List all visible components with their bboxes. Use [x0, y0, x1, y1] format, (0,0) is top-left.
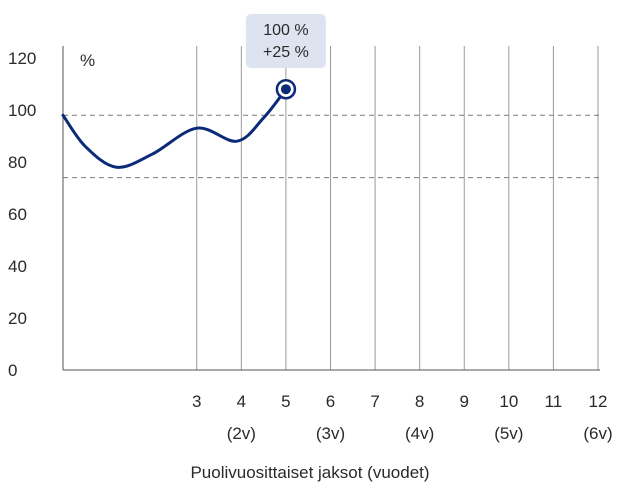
highlight-point-dot	[280, 84, 291, 95]
highlight-tooltip: 100 % +25 %	[245, 14, 326, 68]
vertical-gridlines	[196, 46, 599, 370]
x-tick-6: 6	[326, 392, 335, 411]
x-tick-sublabel-12: (6v)	[583, 424, 612, 443]
y-tick-labels: 0 20 40 60 80 100 120	[8, 49, 36, 380]
y-tick-0: 0	[8, 361, 17, 380]
reference-lines	[63, 114, 600, 179]
highlight-marker[interactable]	[275, 78, 297, 100]
x-tick-4: 4	[237, 392, 246, 411]
x-tick-sublabel-10: (5v)	[494, 424, 523, 443]
x-tick-7: 7	[370, 392, 379, 411]
x-tick-8: 8	[415, 392, 424, 411]
x-tick-sublabel-8: (4v)	[405, 424, 434, 443]
x-tick-5: 5	[281, 392, 290, 411]
tooltip-value: 100 %	[263, 22, 308, 39]
tooltip-change: +25 %	[263, 44, 309, 61]
x-tick-11: 11	[545, 392, 563, 411]
x-tick-9: 9	[460, 392, 469, 411]
x-tick-labels: 3 4 (2v) 5 6 (3v) 7 8 (4v) 9 10 (5v) 11 12 (6v)	[192, 392, 613, 443]
y-tick-80: 80	[8, 153, 27, 172]
y-tick-100: 100	[8, 101, 36, 120]
x-tick-sublabel-6: (3v)	[316, 424, 345, 443]
x-tick-sublabel-4: (2v)	[227, 424, 256, 443]
y-tick-20: 20	[8, 309, 27, 328]
tooltip-background	[245, 14, 326, 68]
series-line	[61, 87, 288, 169]
y-tick-60: 60	[8, 205, 27, 224]
x-tick-12: 12	[589, 392, 608, 411]
x-tick-10: 10	[499, 392, 518, 411]
y-tick-40: 40	[8, 257, 27, 276]
y-tick-120: 120	[8, 49, 36, 68]
x-tick-3: 3	[192, 392, 201, 411]
x-axis-label: Puolivuosittaiset jaksot (vuodet)	[190, 463, 429, 482]
y-unit-label: %	[80, 51, 95, 70]
